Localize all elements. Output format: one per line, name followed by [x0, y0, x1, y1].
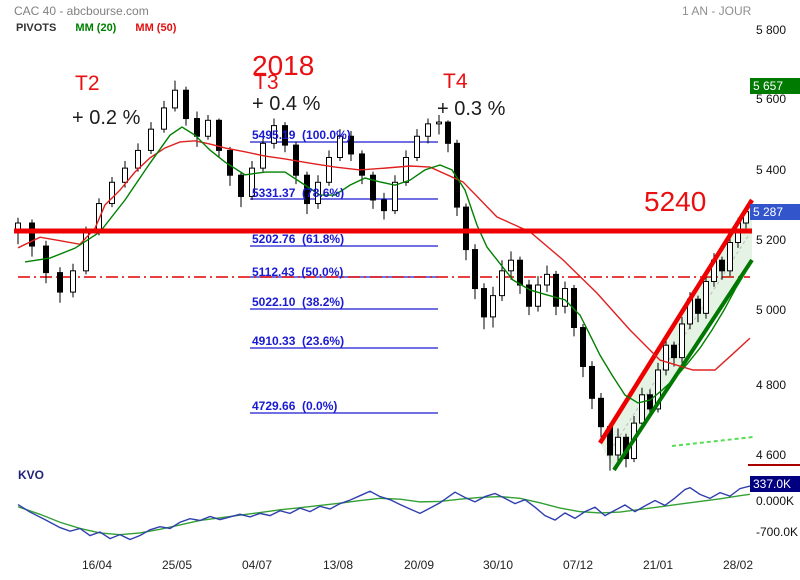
candle-body: [598, 397, 604, 428]
candle-body: [508, 259, 514, 272]
candle-body: [703, 280, 709, 314]
annotation-t2-pct: + 0.2 %: [72, 107, 141, 129]
candle-body: [445, 121, 451, 144]
candle-body: [216, 119, 222, 151]
candle-body: [238, 174, 244, 197]
candle-body: [499, 270, 505, 297]
candle-body: [183, 89, 189, 120]
candle-body: [326, 157, 332, 183]
timeframe-label: 1 AN - JOUR: [682, 4, 752, 18]
kvo-signal-line: [17, 493, 751, 536]
channel-support-line: [612, 258, 754, 472]
candle-body: [663, 344, 669, 371]
chart-title: CAC 40 - abcbourse.com: [14, 4, 149, 18]
candle-body: [359, 153, 365, 176]
candle-body: [148, 128, 154, 151]
candle-body: [70, 270, 76, 293]
annotation-t3: T3: [254, 71, 279, 94]
candle-body: [337, 135, 343, 158]
candle-body: [639, 394, 645, 424]
candle-body: [194, 118, 200, 137]
candle-body: [436, 121, 442, 125]
candle-body: [695, 298, 701, 314]
candle-body: [348, 135, 354, 155]
candle-body: [580, 327, 586, 367]
candle-body: [135, 149, 141, 169]
candle-body: [109, 181, 115, 205]
candle-body: [535, 284, 541, 307]
candle-body: [271, 125, 277, 144]
kvo-indicator-label: KVO: [18, 468, 45, 482]
candle-body: [589, 365, 595, 399]
candle-body: [370, 174, 376, 201]
candle-body: [544, 273, 550, 286]
candle-body: [679, 323, 685, 359]
candle-body: [57, 272, 63, 293]
candle-body: [161, 107, 167, 130]
kvo-line: [17, 485, 751, 541]
candle-body: [392, 181, 398, 212]
candle-body: [719, 259, 725, 272]
indicator-legend: PIVOTS MM (20) MM (50): [16, 22, 192, 34]
candle-body: [562, 288, 568, 307]
candle-body: [414, 135, 420, 158]
mm50-line: [17, 140, 751, 371]
candle-body: [526, 284, 532, 307]
candle-body: [615, 436, 621, 456]
pivots-legend-label: PIVOTS: [16, 22, 57, 34]
annotation-t4-pct: + 0.3 %: [437, 98, 506, 120]
candle-body: [381, 199, 387, 212]
dashed-green-line: [671, 436, 754, 447]
mm50-legend-label: MM (50): [135, 22, 177, 34]
mm20-legend-label: MM (20): [75, 22, 117, 34]
candle-body: [403, 157, 409, 183]
channel-resistance-line: [598, 198, 754, 445]
candle-body: [481, 288, 487, 318]
candle-body: [29, 222, 35, 247]
annotation-t2: T2: [75, 72, 100, 95]
candle-body: [205, 119, 211, 137]
candle-body: [454, 142, 460, 208]
candle-body: [227, 149, 233, 176]
candle-body: [727, 242, 733, 272]
candle-body: [655, 369, 661, 410]
annotation-t3-pct: + 0.4 %: [252, 93, 321, 115]
annotation-resistance-5240: 5240: [644, 186, 707, 217]
candle-body: [517, 259, 523, 286]
candle-body: [249, 167, 255, 197]
candle-body: [463, 206, 469, 251]
candle-body: [671, 344, 677, 359]
candle-body: [425, 123, 431, 137]
mm20-line: [24, 126, 749, 404]
candle-body: [122, 167, 128, 183]
candle-body: [472, 249, 478, 290]
annotation-t4: T4: [443, 70, 468, 93]
candle-body: [172, 89, 178, 109]
candle-body: [282, 125, 288, 146]
annotation-year: 2018: [252, 50, 315, 81]
candle-body: [490, 295, 496, 318]
candle-body: [647, 394, 653, 410]
candle-body: [304, 174, 310, 205]
candle-body: [553, 273, 559, 307]
